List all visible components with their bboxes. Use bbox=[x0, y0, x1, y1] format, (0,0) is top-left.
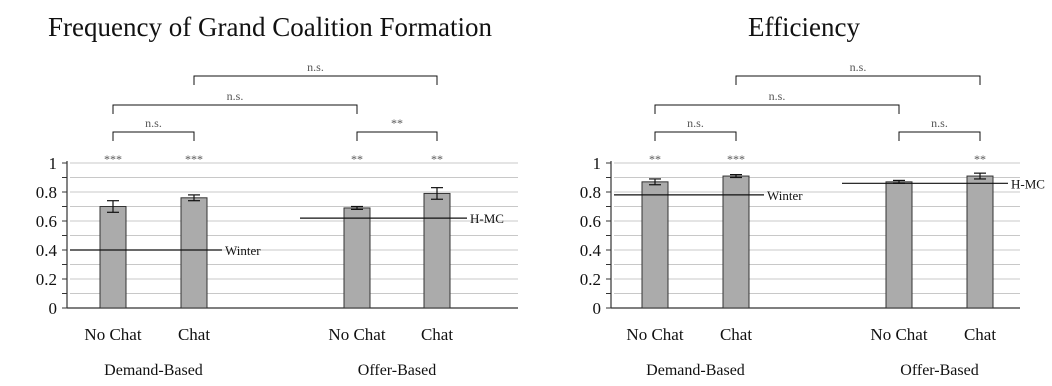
y-tick-label: 0.8 bbox=[36, 183, 57, 202]
reference-line-label: H-MC bbox=[1011, 176, 1045, 191]
significance-marker: *** bbox=[104, 152, 122, 166]
group-label: Demand-Based bbox=[104, 362, 203, 379]
bar bbox=[641, 181, 669, 309]
reference-line-label: Winter bbox=[225, 243, 261, 258]
chart-title: Frequency of Grand Coalition Formation bbox=[48, 12, 492, 42]
x-tick-label: Chat bbox=[720, 325, 752, 344]
comparison-bracket bbox=[898, 131, 981, 141]
x-tick-label: Chat bbox=[178, 325, 210, 344]
bar bbox=[343, 207, 371, 309]
comparison-label: ** bbox=[391, 116, 403, 130]
chart-panel-1: Frequency of Grand Coalition Formation 0 0… bbox=[36, 12, 518, 379]
y-tick-label: 0.4 bbox=[36, 241, 58, 260]
comparison-label: n.s. bbox=[687, 116, 704, 130]
chart-title: Efficiency bbox=[748, 12, 860, 42]
comparison-label: n.s. bbox=[931, 116, 948, 130]
y-tick-label: 0 bbox=[49, 299, 58, 318]
comparison-label: n.s. bbox=[307, 60, 324, 74]
bar bbox=[885, 181, 913, 309]
y-tick-label: 0.4 bbox=[580, 241, 602, 260]
significance-marker: ** bbox=[649, 152, 661, 166]
bar bbox=[722, 175, 750, 309]
bar bbox=[99, 206, 127, 309]
reference-line-label: Winter bbox=[767, 188, 803, 203]
comparison-bracket bbox=[112, 104, 358, 114]
significance-marker: ** bbox=[974, 152, 986, 166]
x-tick-label: No Chat bbox=[626, 325, 683, 344]
x-tick-label: No Chat bbox=[328, 325, 385, 344]
comparison-bracket bbox=[112, 131, 195, 141]
significance-marker: ** bbox=[351, 152, 363, 166]
y-tick-label: 1 bbox=[593, 154, 602, 173]
significance-marker: *** bbox=[727, 152, 745, 166]
comparison-bracket bbox=[654, 131, 737, 141]
reference-line-label: H-MC bbox=[470, 211, 504, 226]
comparison-bracket bbox=[735, 75, 981, 85]
y-tick-label: 0.6 bbox=[36, 212, 57, 231]
group-label: Offer-Based bbox=[358, 362, 436, 379]
comparison-bracket bbox=[356, 131, 438, 141]
y-tick-label: 0.8 bbox=[580, 183, 601, 202]
bar bbox=[966, 175, 994, 309]
x-tick-label: Chat bbox=[421, 325, 453, 344]
group-label: Offer-Based bbox=[900, 362, 978, 379]
bar bbox=[423, 192, 451, 309]
significance-marker: ** bbox=[431, 152, 443, 166]
x-tick-label: Chat bbox=[964, 325, 996, 344]
y-tick-label: 0.2 bbox=[36, 270, 57, 289]
x-tick-label: No Chat bbox=[84, 325, 141, 344]
y-tick-label: 0.2 bbox=[580, 270, 601, 289]
y-tick-label: 0.6 bbox=[580, 212, 601, 231]
group-label: Demand-Based bbox=[646, 362, 745, 379]
comparison-label: n.s. bbox=[145, 116, 162, 130]
y-tick-label: 1 bbox=[49, 154, 58, 173]
bar bbox=[180, 197, 208, 309]
significance-marker: *** bbox=[185, 152, 203, 166]
x-tick-label: No Chat bbox=[870, 325, 927, 344]
y-tick-label: 0 bbox=[593, 299, 602, 318]
comparison-label: n.s. bbox=[227, 89, 244, 103]
comparison-label: n.s. bbox=[850, 60, 867, 74]
comparison-label: n.s. bbox=[769, 89, 786, 103]
chart-panel-2: Efficiency 0 0.2 0.4 0.6 0.8 1 ** No Chat *** Chat… bbox=[580, 12, 1045, 379]
comparison-bracket bbox=[193, 75, 438, 85]
comparison-bracket bbox=[654, 104, 900, 114]
